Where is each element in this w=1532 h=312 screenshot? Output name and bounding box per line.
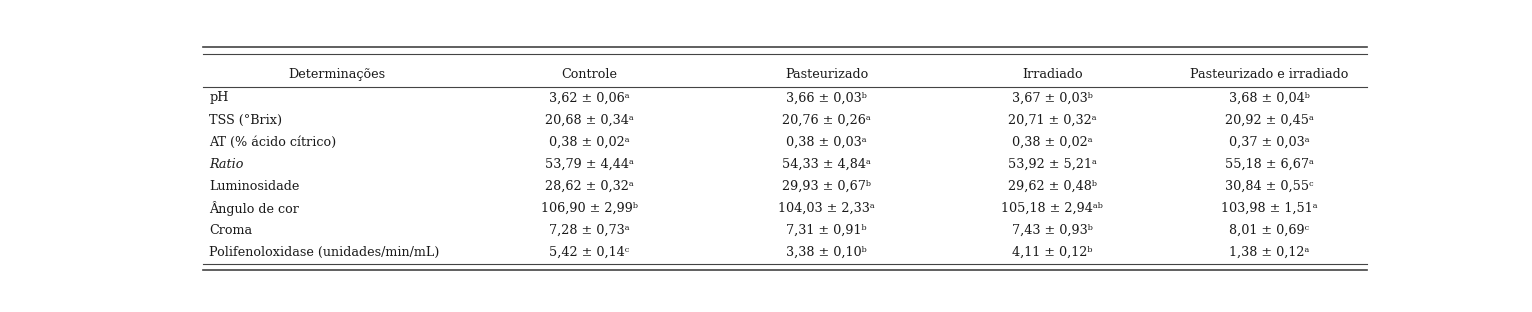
Text: 29,93 ± 0,67ᵇ: 29,93 ± 0,67ᵇ [783,180,872,193]
Text: Controle: Controle [561,68,617,81]
Text: pH: pH [210,91,228,105]
Text: 54,33 ± 4,84ᵃ: 54,33 ± 4,84ᵃ [783,158,872,171]
Text: 5,42 ± 0,14ᶜ: 5,42 ± 0,14ᶜ [548,246,630,259]
Text: 0,37 ± 0,03ᵃ: 0,37 ± 0,03ᵃ [1229,136,1310,149]
Text: 3,38 ± 0,10ᵇ: 3,38 ± 0,10ᵇ [786,246,867,259]
Text: 0,38 ± 0,02ᵃ: 0,38 ± 0,02ᵃ [548,136,630,149]
Text: 105,18 ± 2,94ᵃᵇ: 105,18 ± 2,94ᵃᵇ [1002,202,1103,215]
Text: 3,67 ± 0,03ᵇ: 3,67 ± 0,03ᵇ [1011,91,1092,105]
Text: 0,38 ± 0,03ᵃ: 0,38 ± 0,03ᵃ [786,136,867,149]
Text: 8,01 ± 0,69ᶜ: 8,01 ± 0,69ᶜ [1229,224,1308,237]
Text: 0,38 ± 0,02ᵃ: 0,38 ± 0,02ᵃ [1013,136,1092,149]
Text: 30,84 ± 0,55ᶜ: 30,84 ± 0,55ᶜ [1224,180,1313,193]
Text: 53,92 ± 5,21ᵃ: 53,92 ± 5,21ᵃ [1008,158,1097,171]
Text: Determinações: Determinações [288,68,386,81]
Text: 7,31 ± 0,91ᵇ: 7,31 ± 0,91ᵇ [786,224,867,237]
Text: 1,38 ± 0,12ᵃ: 1,38 ± 0,12ᵃ [1229,246,1310,259]
Text: 20,92 ± 0,45ᵃ: 20,92 ± 0,45ᵃ [1224,114,1313,127]
Text: Luminosidade: Luminosidade [210,180,300,193]
Text: Ratio: Ratio [210,158,244,171]
Text: Irradiado: Irradiado [1022,68,1083,81]
Text: 29,62 ± 0,48ᵇ: 29,62 ± 0,48ᵇ [1008,180,1097,193]
Text: 7,43 ± 0,93ᵇ: 7,43 ± 0,93ᵇ [1011,224,1092,237]
Text: 3,66 ± 0,03ᵇ: 3,66 ± 0,03ᵇ [786,91,867,105]
Text: 3,62 ± 0,06ᵃ: 3,62 ± 0,06ᵃ [548,91,630,105]
Text: 7,28 ± 0,73ᵃ: 7,28 ± 0,73ᵃ [548,224,630,237]
Text: Polifenoloxidase (unidades/min/mL): Polifenoloxidase (unidades/min/mL) [210,246,440,259]
Text: 4,11 ± 0,12ᵇ: 4,11 ± 0,12ᵇ [1013,246,1092,259]
Text: Pasteurizado e irradiado: Pasteurizado e irradiado [1190,68,1348,81]
Text: 104,03 ± 2,33ᵃ: 104,03 ± 2,33ᵃ [778,202,875,215]
Text: Croma: Croma [210,224,253,237]
Text: 103,98 ± 1,51ᵃ: 103,98 ± 1,51ᵃ [1221,202,1318,215]
Text: 106,90 ± 2,99ᵇ: 106,90 ± 2,99ᵇ [541,202,637,215]
Text: 20,68 ± 0,34ᵃ: 20,68 ± 0,34ᵃ [545,114,634,127]
Text: 20,71 ± 0,32ᵃ: 20,71 ± 0,32ᵃ [1008,114,1097,127]
Text: Ângulo de cor: Ângulo de cor [210,201,299,216]
Text: 20,76 ± 0,26ᵃ: 20,76 ± 0,26ᵃ [783,114,872,127]
Text: 55,18 ± 6,67ᵃ: 55,18 ± 6,67ᵃ [1224,158,1313,171]
Text: 3,68 ± 0,04ᵇ: 3,68 ± 0,04ᵇ [1229,91,1310,105]
Text: TSS (°Brix): TSS (°Brix) [210,114,282,127]
Text: AT (% ácido cítrico): AT (% ácido cítrico) [210,136,337,149]
Text: 53,79 ± 4,44ᵃ: 53,79 ± 4,44ᵃ [545,158,634,171]
Text: Pasteurizado: Pasteurizado [784,68,869,81]
Text: 28,62 ± 0,32ᵃ: 28,62 ± 0,32ᵃ [545,180,634,193]
